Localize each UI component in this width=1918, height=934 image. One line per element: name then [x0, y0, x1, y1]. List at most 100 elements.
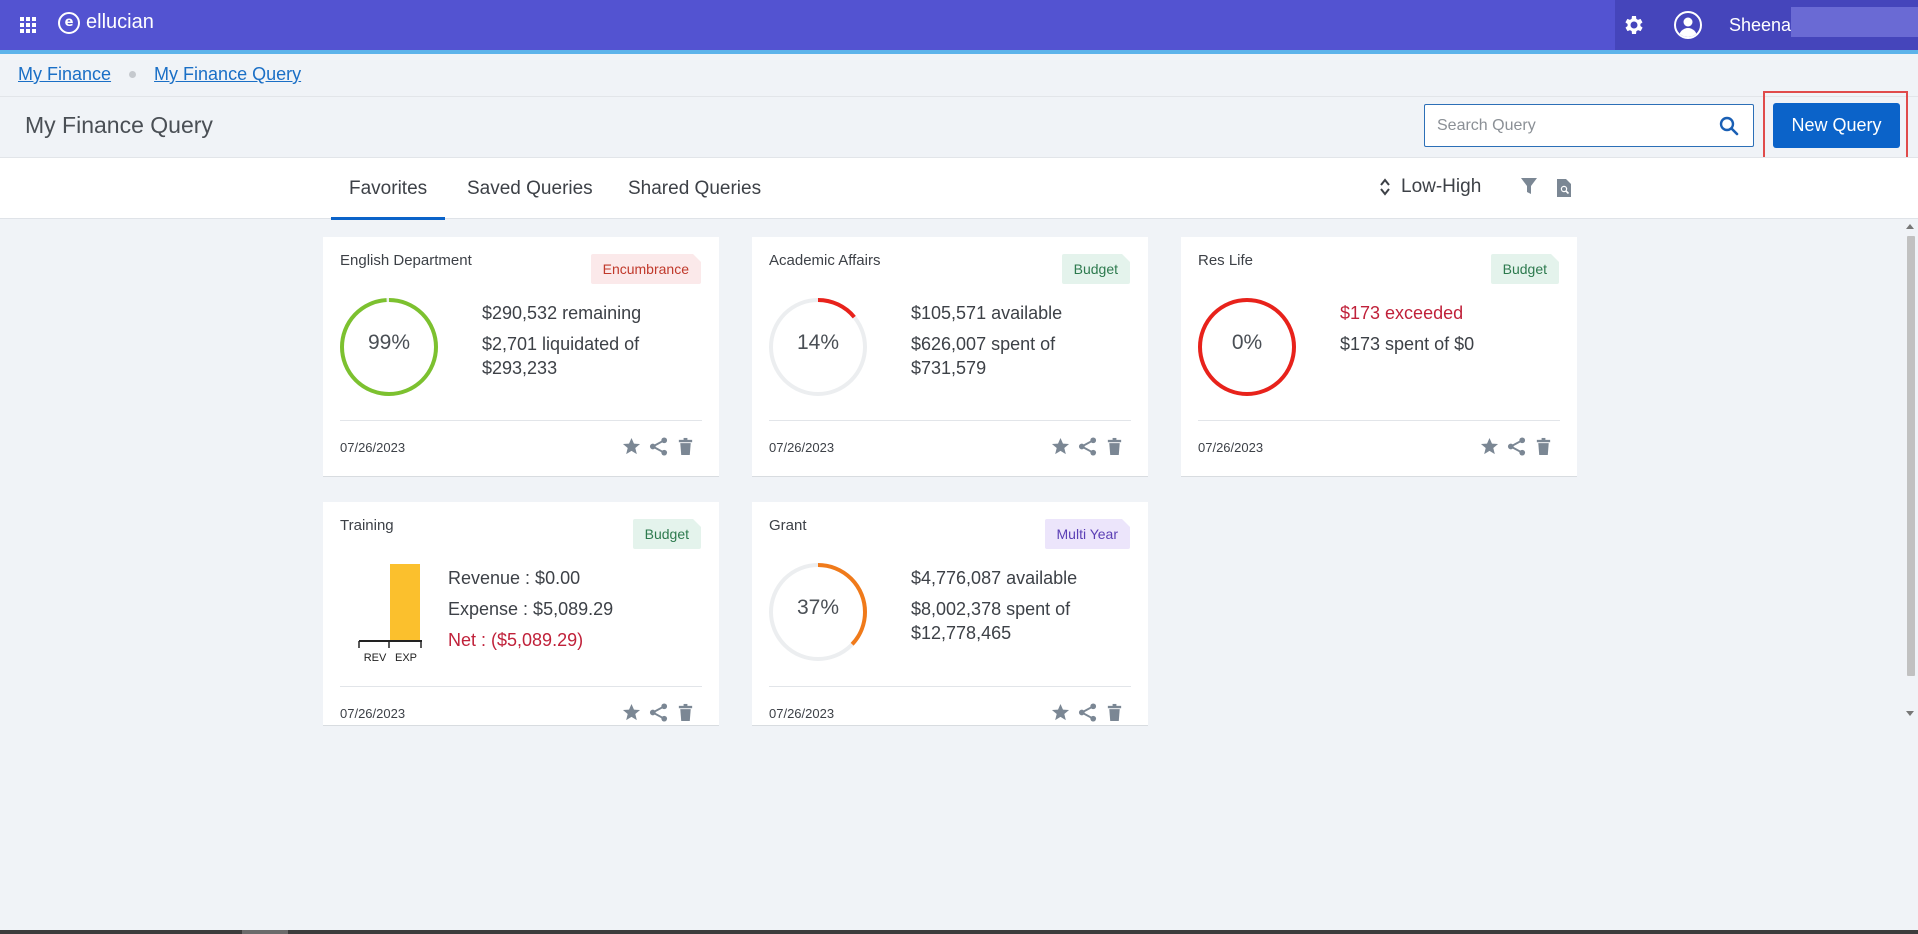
card-line-exceeded: $173 exceeded — [1340, 303, 1464, 323]
share-icon[interactable] — [1507, 437, 1526, 456]
app-grid-icon[interactable] — [20, 17, 36, 33]
card-date: 07/26/2023 — [769, 706, 835, 721]
type-badge: Encumbrance — [591, 254, 701, 284]
share-icon[interactable] — [649, 703, 668, 722]
scroll-down-arrow-icon[interactable] — [1906, 711, 1914, 716]
search-box — [1424, 104, 1754, 147]
progress-ring — [340, 298, 438, 396]
query-card-academic-affairs[interactable]: Academic Affairs Budget 14% $105,571 ava… — [752, 237, 1148, 477]
tab-favorites[interactable]: Favorites — [331, 178, 445, 220]
trash-icon[interactable] — [1105, 703, 1124, 722]
card-title: Grant — [769, 517, 807, 534]
tab-saved-queries[interactable]: Saved Queries — [467, 178, 593, 199]
chart-label-exp: EXP — [395, 652, 417, 664]
bottom-bar — [0, 930, 1918, 934]
breadcrumb-my-finance-query[interactable]: My Finance Query — [154, 64, 302, 84]
card-line-available: $105,571 available — [911, 303, 1063, 323]
progress-ring — [769, 298, 867, 396]
revenue-expense-chart: REV EXP — [358, 564, 422, 664]
card-divider — [1198, 420, 1560, 421]
query-card-english-department[interactable]: English Department Encumbrance 99% $290,… — [323, 237, 719, 477]
sort-label: Low-High — [1401, 176, 1482, 197]
breadcrumb-separator — [129, 71, 137, 78]
trash-icon[interactable] — [1105, 437, 1124, 456]
chart-label-rev: REV — [364, 652, 387, 664]
card-line-spent: $173 spent of $0 — [1340, 334, 1475, 354]
search-input[interactable] — [1425, 105, 1705, 146]
sort-icon — [1380, 178, 1390, 196]
card-actions — [1043, 437, 1124, 456]
tabs-strip: Favorites Saved Queries Shared Queries L… — [0, 157, 1918, 220]
user-name-redacted — [1791, 7, 1918, 37]
document-search-icon[interactable] — [1555, 178, 1573, 198]
scroll-up-arrow-icon[interactable] — [1906, 224, 1914, 229]
card-actions — [614, 703, 695, 722]
user-icon — [1679, 17, 1697, 37]
card-actions — [1472, 437, 1553, 456]
ring-progress — [340, 298, 438, 396]
user-name[interactable]: Sheena — [1729, 15, 1792, 35]
card-title: English Department — [340, 252, 472, 269]
card-divider — [769, 420, 1131, 421]
share-icon[interactable] — [1078, 703, 1097, 722]
card-details: $290,532 remaining $2,701 liquidated of … — [482, 301, 682, 387]
breadcrumb: My Finance My Finance Query — [18, 64, 301, 85]
percent-label: 14% — [796, 331, 840, 354]
share-icon[interactable] — [649, 437, 668, 456]
trash-icon[interactable] — [676, 437, 695, 456]
bottom-bar-segment — [242, 930, 288, 934]
star-icon[interactable] — [622, 437, 641, 456]
ring-progress — [769, 563, 867, 661]
card-actions — [614, 437, 695, 456]
breadcrumb-my-finance[interactable]: My Finance — [18, 64, 112, 84]
query-card-training[interactable]: Training Budget REV EXP Revenue : $0.00 … — [323, 502, 719, 726]
card-divider — [340, 686, 702, 687]
card-details: $4,776,087 available $8,002,378 spent of… — [911, 566, 1111, 652]
progress-ring — [1198, 298, 1296, 396]
star-icon[interactable] — [622, 703, 641, 722]
ellucian-logo-icon: e — [58, 11, 80, 34]
card-date: 07/26/2023 — [769, 440, 835, 455]
card-line-remaining: $290,532 remaining — [482, 303, 642, 323]
type-badge: Multi Year — [1045, 519, 1130, 549]
card-line-spent: $8,002,378 spent of $12,778,465 — [911, 599, 1071, 643]
trash-icon[interactable] — [1534, 437, 1553, 456]
star-icon[interactable] — [1051, 437, 1070, 456]
brand-logo[interactable]: e ellucian — [58, 11, 154, 34]
card-title: Res Life — [1198, 252, 1254, 269]
brand-name: ellucian — [86, 11, 154, 33]
ring-progress — [1198, 298, 1296, 396]
query-card-res-life[interactable]: Res Life Budget 0% $173 exceeded $173 sp… — [1181, 237, 1577, 477]
scrollbar-thumb[interactable] — [1907, 236, 1915, 676]
gear-icon[interactable] — [1621, 13, 1645, 37]
card-divider — [340, 420, 702, 421]
card-title: Training — [340, 517, 394, 534]
percent-label: 99% — [367, 331, 411, 354]
top-bar-accent — [0, 50, 1918, 54]
card-line-net: Net : ($5,089.29) — [448, 630, 584, 650]
avatar[interactable] — [1674, 11, 1702, 39]
share-icon[interactable] — [1078, 437, 1097, 456]
bar-expense — [390, 564, 420, 641]
type-badge: Budget — [1491, 254, 1559, 284]
search-icon[interactable] — [1719, 116, 1739, 136]
query-card-grant[interactable]: Grant Multi Year 37% $4,776,087 availabl… — [752, 502, 1148, 726]
card-details: $105,571 available $626,007 spent of $73… — [911, 301, 1111, 387]
card-details: Revenue : $0.00 Expense : $5,089.29 Net … — [448, 566, 613, 659]
card-date: 07/26/2023 — [1198, 440, 1264, 455]
header-divider — [0, 96, 1918, 97]
tab-shared-queries[interactable]: Shared Queries — [628, 178, 762, 199]
star-icon[interactable] — [1051, 703, 1070, 722]
star-icon[interactable] — [1480, 437, 1499, 456]
page-title: My Finance Query — [25, 112, 213, 138]
card-line-spent: $626,007 spent of $731,579 — [911, 334, 1056, 378]
card-divider — [769, 686, 1131, 687]
card-title: Academic Affairs — [769, 252, 881, 269]
card-actions — [1043, 703, 1124, 722]
sort-toggle[interactable]: Low-High — [1379, 176, 1481, 198]
trash-icon[interactable] — [676, 703, 695, 722]
card-details: $173 exceeded $173 spent of $0 — [1340, 301, 1474, 363]
new-query-button[interactable]: New Query — [1773, 103, 1900, 148]
scrollbar[interactable] — [1903, 222, 1918, 722]
filter-icon[interactable] — [1520, 176, 1538, 196]
